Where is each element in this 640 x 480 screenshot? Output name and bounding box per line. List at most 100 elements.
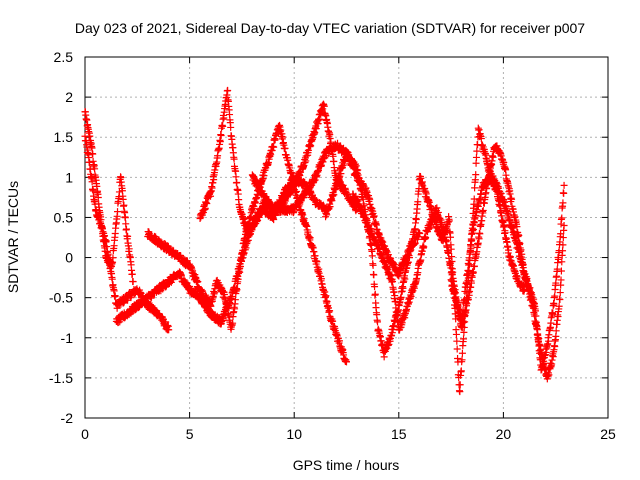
data-point	[412, 216, 420, 224]
data-point	[122, 225, 130, 233]
x-tick-label: 25	[600, 426, 616, 442]
y-tick-label: 1	[65, 169, 73, 185]
y-axis-label: SDTVAR / TECUs	[5, 181, 21, 293]
axis-ticks: 0 5 10 15 20 25 -2 -1.5 -1 -0.5 0 0.5 1 1.5 2 2.5	[49, 49, 616, 442]
data-point	[558, 214, 566, 222]
data-point	[343, 358, 350, 366]
data-point	[552, 327, 560, 335]
data-point	[452, 330, 460, 338]
data-point	[227, 123, 235, 131]
y-tick-label: -2	[61, 410, 74, 426]
data-point	[108, 275, 116, 283]
x-tick-label: 5	[186, 426, 194, 442]
series-track-6	[248, 139, 424, 280]
data-point	[456, 381, 464, 389]
data-point	[86, 158, 94, 166]
data-point	[165, 326, 173, 334]
data-point	[475, 126, 483, 134]
data-point	[560, 181, 568, 189]
data-point	[219, 122, 227, 130]
data-point	[422, 234, 430, 242]
y-tick-label: 1.5	[54, 129, 74, 145]
data-point	[125, 245, 133, 253]
data-point	[121, 214, 129, 222]
data-point	[128, 270, 136, 278]
data-point	[456, 388, 464, 396]
data-point	[374, 318, 382, 326]
data-point	[94, 194, 102, 202]
data-point	[88, 178, 96, 186]
data-point	[234, 272, 242, 280]
data-point	[253, 218, 261, 226]
x-tick-label: 15	[391, 426, 407, 442]
data-point	[453, 345, 461, 353]
y-tick-label: -0.5	[49, 290, 73, 306]
data-point	[474, 239, 482, 247]
data-point	[476, 230, 484, 238]
data-point	[281, 144, 289, 152]
data-point	[216, 138, 224, 146]
y-tick-label: 2.5	[54, 49, 74, 65]
data-point	[231, 283, 239, 291]
data-point	[242, 244, 250, 252]
data-point	[312, 125, 320, 133]
data-series	[81, 86, 568, 396]
y-tick-label: -1.5	[49, 370, 73, 386]
y-tick-label: 2	[65, 89, 73, 105]
data-point	[472, 153, 480, 161]
data-point	[226, 299, 234, 307]
data-point	[473, 147, 481, 155]
data-point	[89, 150, 97, 158]
data-point	[194, 278, 202, 286]
data-point	[114, 208, 122, 216]
data-point	[259, 175, 267, 183]
y-tick-label: 0	[65, 250, 73, 266]
y-tick-label: 0.5	[54, 209, 74, 225]
series-track-2	[81, 108, 137, 286]
data-point	[288, 169, 296, 177]
data-point	[559, 199, 567, 207]
data-point	[270, 143, 278, 151]
series-track-7	[322, 124, 528, 396]
data-point	[201, 204, 209, 212]
plot-frame	[84, 56, 609, 419]
data-point	[111, 292, 119, 300]
x-tick-label: 20	[496, 426, 512, 442]
data-point	[217, 132, 225, 140]
data-point	[91, 165, 99, 173]
data-point	[224, 86, 232, 94]
data-point	[93, 182, 101, 190]
x-tick-label: 0	[81, 426, 89, 442]
data-point	[472, 171, 480, 179]
data-point	[221, 311, 229, 319]
data-point	[98, 225, 106, 233]
data-point	[368, 252, 376, 260]
data-point	[122, 220, 130, 228]
data-point	[231, 296, 239, 304]
data-point	[380, 353, 388, 361]
x-axis-label: GPS time / hours	[293, 457, 400, 473]
series-track-9	[447, 172, 568, 374]
data-point	[369, 261, 377, 269]
data-point	[560, 189, 568, 197]
data-point	[320, 102, 328, 110]
data-point	[229, 319, 237, 327]
data-point	[129, 278, 137, 286]
data-point	[306, 234, 314, 242]
data-point	[230, 155, 238, 163]
data-point	[458, 349, 466, 357]
data-point	[119, 195, 127, 203]
data-point	[209, 179, 217, 187]
data-point	[370, 271, 378, 279]
data-point	[330, 157, 338, 165]
data-point	[279, 133, 287, 141]
x-tick-label: 10	[286, 426, 302, 442]
data-point	[453, 337, 461, 345]
data-point	[115, 188, 123, 196]
data-point	[86, 132, 94, 140]
data-point	[371, 290, 379, 298]
data-point	[232, 173, 240, 181]
data-point	[124, 232, 132, 240]
data-point	[233, 179, 241, 187]
chart-title: Day 023 of 2021, Sidereal Day-to-day VTE…	[75, 20, 585, 36]
